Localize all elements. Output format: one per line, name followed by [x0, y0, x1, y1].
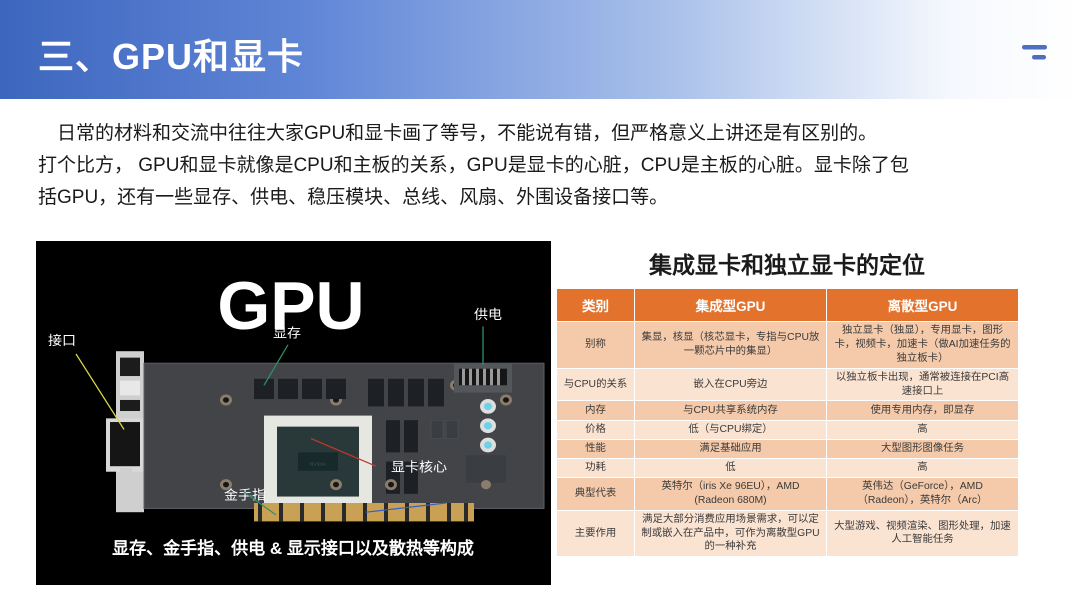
svg-text:显存: 显存: [273, 326, 301, 340]
svg-text:显卡核心: 显卡核心: [391, 460, 447, 474]
svg-text:供电: 供电: [474, 308, 502, 322]
svg-text:NVIDIA: NVIDIA: [310, 461, 327, 467]
svg-text:接口: 接口: [48, 332, 76, 347]
svg-text:金手指: 金手指: [224, 488, 266, 502]
svg-text:显存、金手指、供电 & 显示接口以及散热等构成: 显存、金手指、供电 & 显示接口以及散热等构成: [112, 538, 474, 558]
